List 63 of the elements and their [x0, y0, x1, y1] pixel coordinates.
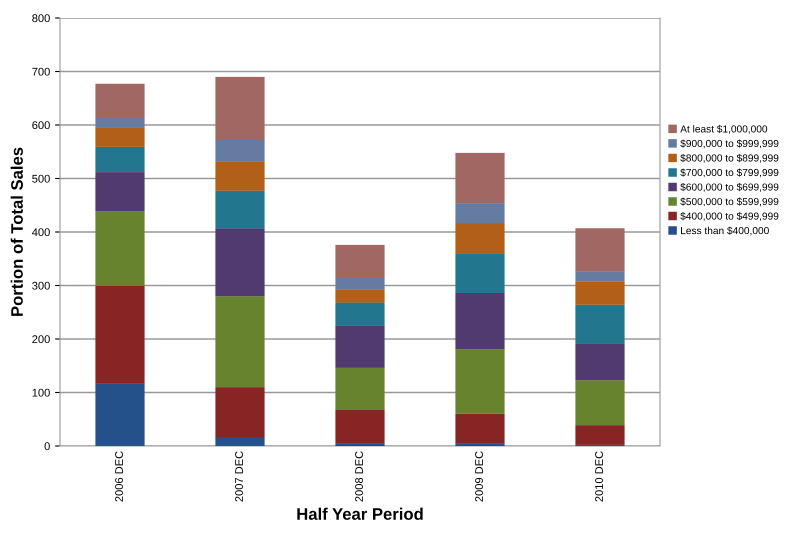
bar [215, 190, 265, 228]
legend-label: $500,000 to $599,999 [680, 198, 778, 206]
bar [215, 387, 265, 438]
y-tick-label: 700 [32, 68, 50, 76]
bar [95, 127, 145, 147]
y-tick-label: 400 [32, 228, 50, 236]
x-axis-title: Half Year Period [297, 508, 423, 520]
y-axis-title: Portion of Total Sales [10, 148, 23, 316]
bar [335, 368, 385, 410]
y-tick-label: 0 [44, 442, 50, 450]
bar [95, 84, 145, 117]
legend-label: $400,000 to $499,999 [680, 212, 778, 221]
bar [335, 410, 385, 444]
x-tick-label: 2007 DEC [235, 451, 243, 502]
bar [455, 349, 505, 414]
x-tick-label: 2006 DEC [115, 451, 123, 502]
bar [95, 211, 145, 286]
bar [215, 228, 265, 296]
bar [455, 203, 505, 224]
bar [455, 414, 505, 444]
bar [575, 380, 625, 426]
bar [95, 116, 145, 128]
bar [215, 161, 265, 191]
bar [335, 443, 385, 446]
y-tick-label: 200 [32, 335, 50, 344]
y-tick-label: 600 [32, 121, 50, 130]
bar [455, 253, 505, 293]
bar [335, 244, 385, 277]
bar [95, 286, 145, 384]
bar [95, 172, 145, 212]
bar [215, 76, 265, 140]
y-tick-label: 100 [32, 388, 50, 397]
bar [455, 223, 505, 254]
legend-label: $900,000 to $999,999 [680, 139, 778, 148]
bar [575, 425, 625, 445]
bar [95, 146, 145, 172]
bar [215, 437, 265, 446]
legend-label: $800,000 to $899,999 [680, 154, 778, 163]
bar [575, 304, 625, 344]
y-tick-label: 500 [32, 174, 50, 183]
bar [455, 292, 505, 350]
legend-label: Less than $400,000 [681, 226, 769, 236]
legend-label: At least $1,000,000 [680, 124, 768, 134]
bar [335, 289, 385, 303]
bar [455, 152, 505, 204]
bar [215, 140, 265, 162]
x-tick-label: 2009 DEC [475, 451, 483, 502]
bar [575, 282, 625, 305]
bar [335, 302, 385, 326]
bar [455, 443, 505, 446]
y-tick-label: 300 [32, 282, 50, 290]
x-tick-label: 2010 DEC [595, 451, 603, 502]
bar [575, 228, 625, 272]
bar [335, 276, 385, 290]
bar [95, 383, 145, 446]
bar [215, 296, 265, 388]
legend-label: $600,000 to $699,999 [680, 183, 778, 192]
x-tick-label: 2008 DEC [355, 451, 363, 502]
legend-label: $700,000 to $799,999 [680, 168, 778, 178]
bar [575, 272, 625, 282]
bar [335, 326, 385, 368]
y-tick-label: 800 [32, 14, 50, 22]
bar [575, 343, 625, 380]
